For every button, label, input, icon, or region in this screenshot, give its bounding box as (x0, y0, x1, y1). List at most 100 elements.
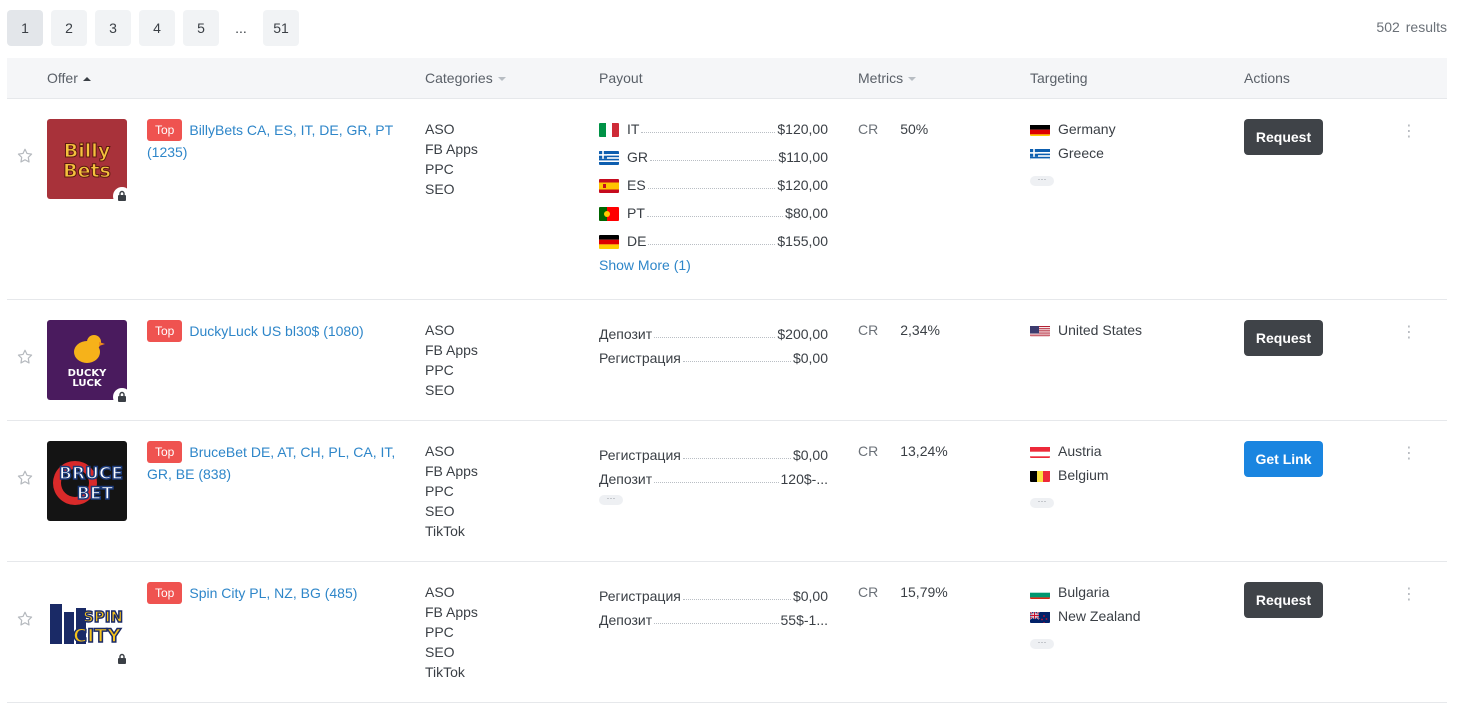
offer-cell: Top DuckyLuck US bl30$ (1080) (147, 320, 397, 342)
page-3-button[interactable]: 3 (95, 10, 131, 46)
star-icon[interactable] (16, 469, 34, 487)
metric-key: CR (858, 121, 879, 137)
payout-label: ES (627, 177, 646, 193)
top-badge: Top (147, 119, 183, 141)
more-options-icon[interactable]: ⋮ (1401, 445, 1417, 462)
top-badge: Top (147, 441, 183, 463)
request-button[interactable]: Request (1244, 320, 1323, 356)
results-count: 502 results (1376, 19, 1447, 35)
targeting-more-button[interactable]: ··· (1030, 497, 1054, 508)
targeting-more-button[interactable]: ··· (1030, 175, 1054, 186)
lock-icon (113, 650, 131, 668)
more-options-icon[interactable]: ⋮ (1401, 586, 1417, 603)
show-more-link[interactable]: Show More (1) (599, 257, 691, 273)
country-name: Greece (1058, 145, 1104, 161)
header-offer[interactable]: Offer (47, 70, 91, 86)
payout-line: IT $120,00 (599, 109, 828, 137)
payout-value: $0,00 (792, 350, 828, 366)
metric-cr: CR 2,34% (858, 322, 940, 338)
svg-text:BET: BET (77, 484, 114, 504)
payout-more-button[interactable]: ··· (599, 494, 623, 505)
billybets-logo-icon[interactable]: Billy Bets (47, 119, 127, 199)
category-item: ASO (425, 121, 455, 137)
metric-value: 15,79% (900, 584, 948, 600)
duckyluck-logo-icon[interactable]: DUCKY LUCK (47, 320, 127, 400)
header-metrics[interactable]: Metrics (858, 70, 917, 86)
metric-value: 2,34% (900, 322, 940, 338)
payout-value: $200,00 (777, 326, 828, 342)
category-item: SEO (425, 503, 455, 519)
page-4-button[interactable]: 4 (139, 10, 175, 46)
payout-line: Депозит $200,00 (599, 318, 828, 342)
targeting-more-button[interactable]: ··· (1030, 638, 1054, 649)
targeting-list: Germany Greece ··· (1030, 117, 1116, 189)
bulgaria-flag-icon (1030, 585, 1050, 599)
payout-line: PT $80,00 (599, 193, 828, 221)
category-item: ASO (425, 584, 455, 600)
targeting-list: Bulgaria New Zealand ··· (1030, 580, 1141, 652)
header-categories-label: Categories (425, 70, 493, 86)
country-name: Bulgaria (1058, 584, 1110, 600)
header-offer-label: Offer (47, 70, 78, 86)
brucebet-logo-icon[interactable]: BRUCE BET (47, 441, 127, 521)
sort-asc-icon (82, 77, 91, 81)
category-item: TikTok (425, 664, 465, 680)
offer-title-link[interactable]: DuckyLuck US bl30$ (1080) (189, 323, 364, 339)
belgium-flag-icon (1030, 468, 1050, 482)
pagination: 1 2 3 4 5 ... 51 (7, 10, 299, 46)
header-metrics-label: Metrics (858, 70, 904, 86)
category-item: PPC (425, 483, 454, 499)
page-2-button[interactable]: 2 (51, 10, 87, 46)
payout-label: Депозит (599, 612, 653, 628)
offer-title-link[interactable]: BillyBets CA, ES, IT, DE, GR, PT (1235) (147, 122, 393, 160)
payout-list: Регистрация $0,00 Депозит 55$-1... (599, 580, 828, 628)
targeting-list: Austria Belgium ··· (1030, 439, 1109, 511)
top-badge: Top (147, 582, 183, 604)
page-1-button[interactable]: 1 (7, 10, 43, 46)
austria-flag-icon (1030, 444, 1050, 458)
payout-value: $120,00 (777, 121, 828, 137)
star-icon[interactable] (16, 610, 34, 628)
top-badge: Top (147, 320, 183, 342)
spain-flag-icon (599, 179, 619, 193)
page-last-button[interactable]: 51 (263, 10, 299, 46)
table-row: BRUCE BET Top BruceBet DE, AT, CH, PL, CA,… (7, 421, 1447, 562)
lock-icon (113, 187, 131, 205)
star-icon[interactable] (16, 147, 34, 165)
germany-flag-icon (1030, 122, 1050, 136)
get-link-button[interactable]: Get Link (1244, 441, 1323, 477)
payout-value: $120,00 (777, 177, 828, 193)
italy-flag-icon (599, 123, 619, 137)
more-options-icon[interactable]: ⋮ (1401, 324, 1417, 341)
results-number: 502 (1376, 19, 1400, 35)
new-zealand-flag-icon (1030, 609, 1050, 623)
svg-text:LUCK: LUCK (72, 378, 102, 389)
more-options-icon[interactable]: ⋮ (1401, 123, 1417, 140)
portugal-flag-icon (599, 207, 619, 221)
offer-title-link[interactable]: BruceBet DE, AT, CH, PL, CA, IT, GR, BE … (147, 444, 396, 482)
offer-cell: Top BillyBets CA, ES, IT, DE, GR, PT (123… (147, 119, 397, 163)
metric-key: CR (858, 584, 879, 600)
svg-text:Billy: Billy (64, 140, 111, 162)
germany-flag-icon (599, 235, 619, 249)
payout-label: DE (627, 233, 647, 249)
category-item: SEO (425, 644, 455, 660)
page-5-button[interactable]: 5 (183, 10, 219, 46)
categories-list: ASO FB Apps PPC SEO TikTok (425, 582, 478, 682)
metric-cr: CR 15,79% (858, 584, 948, 600)
star-icon[interactable] (16, 348, 34, 366)
sort-icon (497, 77, 506, 81)
request-button[interactable]: Request (1244, 119, 1323, 155)
header-categories[interactable]: Categories (425, 70, 506, 86)
country-name: Belgium (1058, 467, 1109, 483)
spincity-logo-icon[interactable]: SPIN CITY (47, 582, 127, 662)
svg-text:CITY: CITY (73, 625, 121, 647)
payout-line: DE $155,00 (599, 221, 828, 249)
targeting-item: Greece (1030, 141, 1116, 165)
page-ellipsis: ... (235, 20, 247, 36)
request-button[interactable]: Request (1244, 582, 1323, 618)
payout-label: Депозит (599, 326, 653, 342)
payout-line: GR $110,00 (599, 137, 828, 165)
offer-title-link[interactable]: Spin City PL, NZ, BG (485) (189, 585, 358, 601)
payout-label: PT (627, 205, 645, 221)
